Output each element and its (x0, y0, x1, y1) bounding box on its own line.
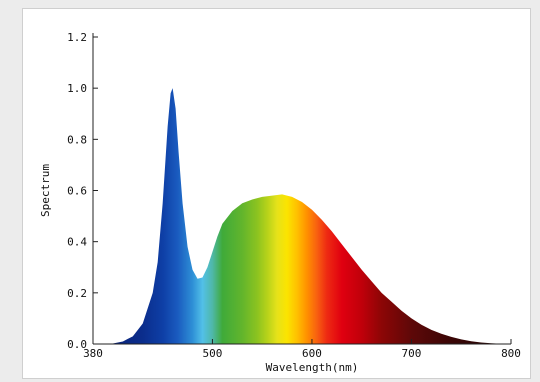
spectrum-area (93, 88, 511, 344)
x-tick-label: 600 (302, 347, 322, 360)
y-tick-label: 0.2 (67, 287, 87, 300)
x-tick-label: 700 (402, 347, 422, 360)
spectrum-chart: 380 500 600 700 800 0.0 0.2 0.4 0.6 0.8 1.0 1.2 Wa… (39, 31, 521, 374)
x-axis-title: Wavelength(nm) (266, 361, 359, 374)
x-tick-label: 380 (83, 347, 103, 360)
y-tick-label: 0.8 (67, 133, 87, 146)
y-tick-label: 0.0 (67, 338, 87, 351)
y-tick-label: 0.6 (67, 185, 87, 198)
chart-frame: 380 500 600 700 800 0.0 0.2 0.4 0.6 0.8 1.0 1.2 Wa… (22, 8, 531, 379)
x-tick-label: 500 (202, 347, 222, 360)
axes (92, 33, 511, 345)
x-ticks: 380 500 600 700 800 (83, 339, 521, 360)
y-tick-label: 0.4 (67, 236, 87, 249)
y-ticks: 0.0 0.2 0.4 0.6 0.8 1.0 1.2 (67, 31, 98, 351)
x-tick-label: 800 (501, 347, 521, 360)
y-tick-label: 1.0 (67, 82, 87, 95)
y-axis-title: Spectrum (39, 164, 52, 217)
y-tick-label: 1.2 (67, 31, 87, 44)
